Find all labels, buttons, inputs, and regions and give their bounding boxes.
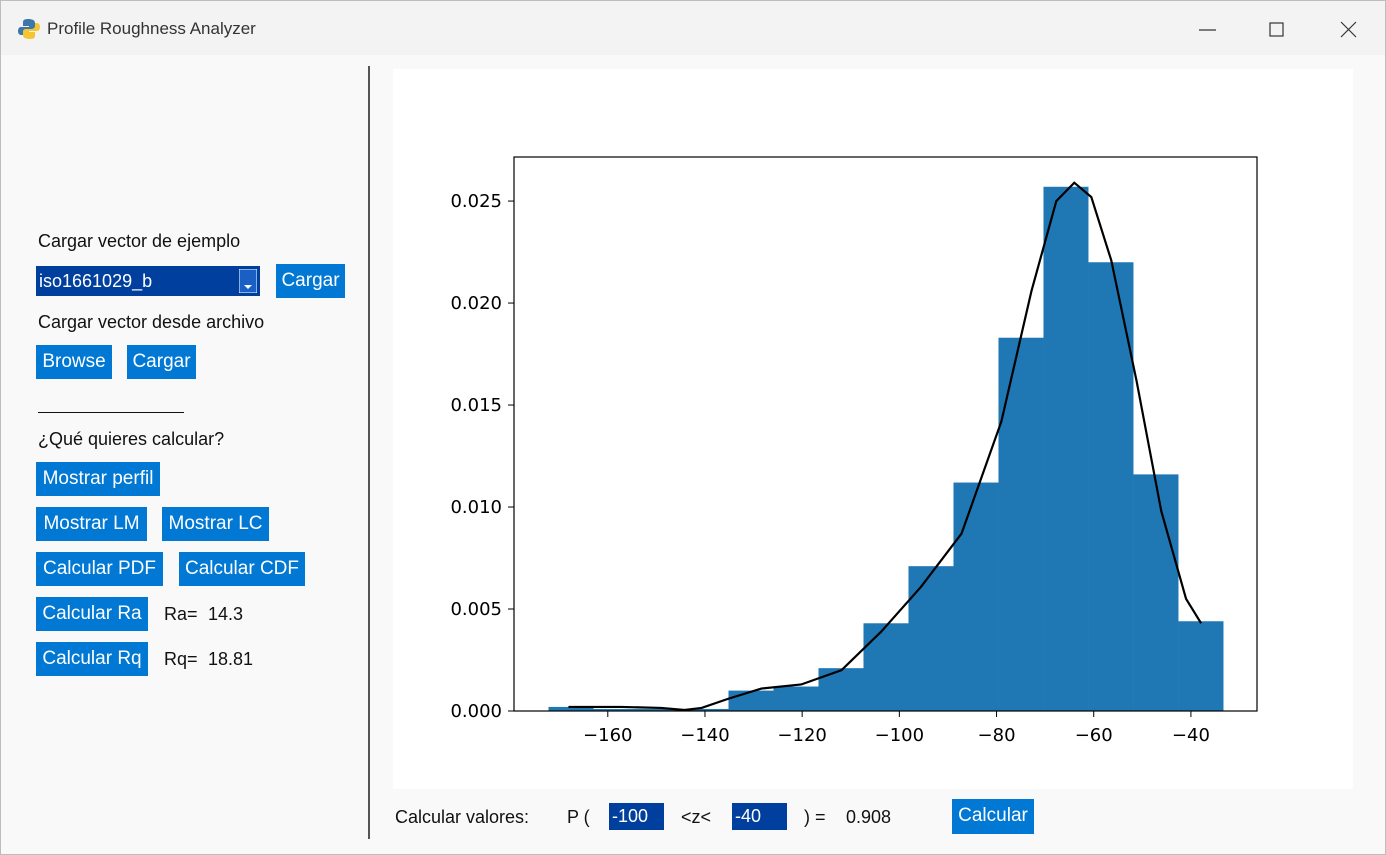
- rq-label: Rq=: [164, 649, 198, 669]
- probability-label: Calcular valores:: [395, 807, 530, 827]
- p-close: ) =: [804, 807, 826, 827]
- histogram-bar: [863, 623, 909, 711]
- between-label: <z<: [681, 807, 712, 827]
- histogram-bar: [638, 708, 684, 711]
- histogram-bar: [773, 686, 819, 711]
- histogram-bar: [998, 337, 1044, 711]
- maximize-button[interactable]: [1269, 22, 1284, 37]
- show-lc-button[interactable]: Mostrar LC: [162, 507, 269, 541]
- histogram-bar: [953, 482, 999, 711]
- histogram-bar: [548, 706, 594, 711]
- ra-label: Ra=: [164, 604, 198, 624]
- rq-value: 18.81: [208, 649, 254, 669]
- y-tick-label: 0.000: [450, 701, 502, 722]
- y-tick-label: 0.015: [450, 395, 502, 416]
- histogram-bar: [593, 708, 639, 711]
- window-title: Profile Roughness Analyzer: [47, 19, 256, 38]
- lower-input[interactable]: -100: [609, 803, 664, 830]
- panel-divider: [368, 66, 370, 839]
- histogram-bar: [1043, 186, 1089, 711]
- title-bar: Profile Roughness Analyzer: [1, 1, 1385, 55]
- x-tick-label: −160: [583, 725, 632, 746]
- x-tick-label: −60: [1075, 725, 1113, 746]
- separator: [38, 412, 184, 413]
- calc-pdf-button[interactable]: Calcular PDF: [36, 552, 163, 586]
- histogram-bar: [728, 690, 774, 711]
- histogram-bar: [1088, 262, 1134, 711]
- y-tick-label: 0.010: [450, 497, 502, 518]
- example-label: Cargar vector de ejemplo: [38, 231, 241, 251]
- x-tick-label: −80: [978, 725, 1016, 746]
- axes-frame: [513, 156, 1258, 712]
- show-profile-button[interactable]: Mostrar perfil: [36, 462, 160, 496]
- file-label: Cargar vector desde archivo: [38, 312, 265, 332]
- x-tick-label: −140: [680, 725, 729, 746]
- x-tick-label: −40: [1172, 725, 1210, 746]
- calc-cdf-button[interactable]: Calcular CDF: [179, 552, 305, 586]
- load-example-button[interactable]: Cargar: [276, 264, 345, 298]
- upper-input[interactable]: -40: [732, 803, 787, 830]
- histogram-bar: [683, 708, 729, 711]
- calc-ra-button[interactable]: Calcular Ra: [36, 597, 148, 631]
- histogram-bar: [1178, 621, 1224, 711]
- question-label: ¿Qué quieres calcular?: [38, 429, 225, 449]
- close-button[interactable]: [1340, 21, 1357, 38]
- x-tick-label: −120: [777, 725, 826, 746]
- probability-result: 0.908: [846, 807, 892, 827]
- calc-rq-button[interactable]: Calcular Rq: [36, 642, 148, 676]
- load-file-button[interactable]: Cargar: [127, 345, 196, 379]
- ra-value: 14.3: [208, 604, 244, 624]
- histogram-bar: [908, 566, 954, 711]
- dropdown-arrow[interactable]: [239, 269, 257, 293]
- show-lm-button[interactable]: Mostrar LM: [36, 507, 147, 541]
- select-value: iso1661029_b: [39, 271, 153, 291]
- y-tick-label: 0.025: [450, 191, 502, 212]
- y-tick-label: 0.020: [450, 293, 502, 314]
- window-controls: [1199, 21, 1357, 38]
- example-select[interactable]: iso1661029_b: [36, 266, 260, 296]
- density-line: [568, 181, 1203, 712]
- calculate-button[interactable]: Calcular: [952, 799, 1034, 834]
- histogram-bar: [1133, 474, 1179, 711]
- histogram-chart: 0.000 0.005 0.010 0.015 0.020 0.025 −160 −140 −1…: [393, 69, 1353, 789]
- histogram-bar: [818, 668, 864, 711]
- app-icon: [18, 19, 40, 39]
- x-tick-label: −100: [875, 725, 924, 746]
- browse-button[interactable]: Browse: [36, 345, 112, 379]
- y-tick-label: 0.005: [450, 599, 502, 620]
- p-open: P (: [567, 807, 590, 827]
